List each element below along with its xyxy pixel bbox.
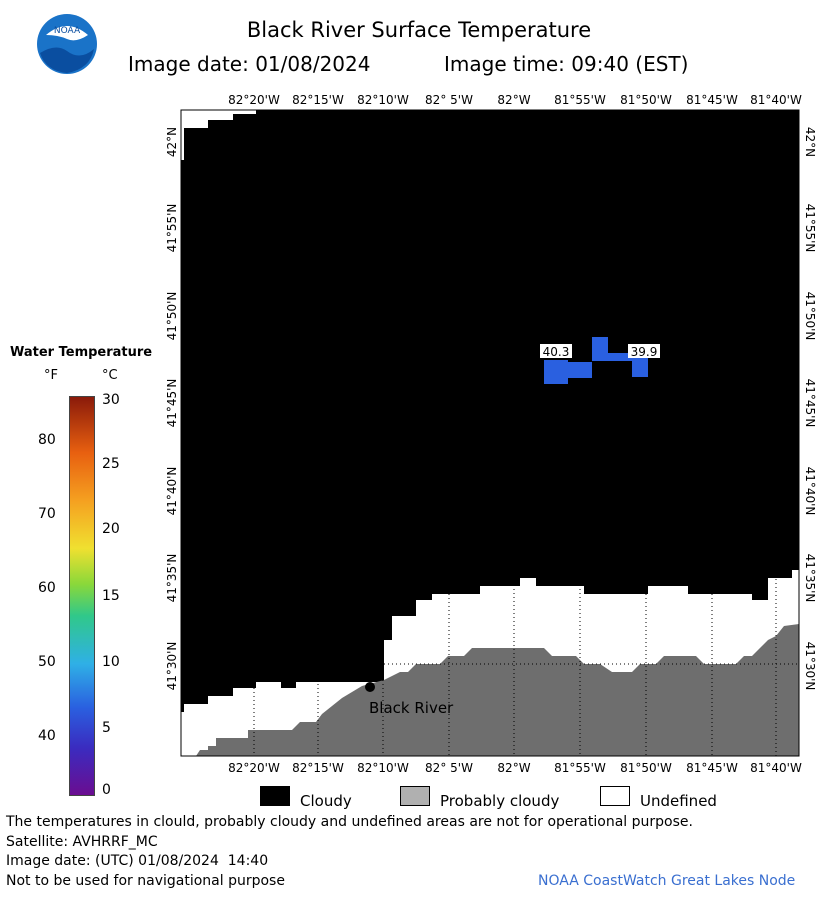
lon-label: 82°20'W	[228, 93, 280, 107]
navigation-warning: Not to be used for navigational purpose	[6, 873, 285, 889]
f-tick: 60	[38, 580, 56, 596]
image-date: Image date: 01/08/2024	[128, 52, 371, 76]
lat-label: 41°35'N	[165, 554, 179, 603]
image-time: Image time: 09:40 (EST)	[444, 52, 689, 76]
c-tick: 30	[102, 392, 120, 408]
c-tick: 20	[102, 521, 120, 537]
undefined-region-top	[181, 110, 256, 160]
satellite-info: Satellite: AVHRRF_MC	[6, 834, 158, 850]
water-pixel	[568, 362, 592, 378]
temperature-reading: 39.9	[631, 345, 658, 359]
lon-label: 82°15'W	[292, 761, 344, 775]
lat-labels-right: 42°N 41°55'N 41°50'N 41°45'N 41°40'N 41°…	[803, 127, 817, 691]
temperature-reading: 40.3	[543, 345, 570, 359]
c-tick: 5	[102, 720, 111, 736]
lat-label: 41°35'N	[803, 554, 817, 603]
f-tick: 80	[38, 432, 56, 448]
lon-label: 82°10'W	[357, 93, 409, 107]
logo-text: NOAA	[54, 26, 81, 36]
lon-label: 81°40'W	[750, 761, 802, 775]
f-tick: 50	[38, 654, 56, 670]
page-title: Black River Surface Temperature	[246, 18, 592, 42]
lat-label: 41°55'N	[165, 204, 179, 253]
utc-date: Image date: (UTC) 01/08/2024 14:40	[6, 853, 269, 869]
lat-label: 41°50'N	[803, 292, 817, 341]
cloudy-swatch	[260, 786, 290, 806]
lon-labels-top: 82°20'W 82°15'W 82°10'W 82° 5'W 82°W 81°…	[228, 93, 802, 107]
graticule	[253, 575, 799, 756]
water-pixel	[544, 360, 568, 384]
lat-label: 41°55'N	[803, 204, 817, 253]
lon-label: 81°45'W	[686, 93, 738, 107]
water-pixel	[632, 356, 648, 377]
lon-labels-bottom: 82°20'W 82°15'W 82°10'W 82° 5'W 82°W 81°…	[228, 761, 802, 775]
lat-label: 41°45'N	[803, 379, 817, 428]
lat-label: 41°40'N	[803, 467, 817, 516]
map-frame	[180, 109, 800, 757]
disclaimer: The temperatures in clould, probably clo…	[6, 814, 693, 830]
probably-cloudy-swatch	[400, 786, 430, 806]
probably-cloudy-label: Probably cloudy	[440, 792, 560, 810]
temperature-map: 40.3 39.9 Black River 82°20'W 82°15'W 82…	[165, 93, 817, 775]
lon-label: 82°W	[497, 93, 530, 107]
lat-labels-left: 42°N 41°55'N 41°50'N 41°45'N 41°40'N 41°…	[165, 127, 179, 691]
black-river-marker	[365, 682, 375, 692]
c-tick: 25	[102, 456, 120, 472]
f-tick: 40	[38, 728, 56, 744]
undefined-swatch	[600, 786, 630, 806]
lon-label: 81°50'W	[620, 93, 672, 107]
lon-label: 82° 5'W	[425, 761, 473, 775]
legend-title: Water Temperature	[10, 345, 153, 360]
noaa-logo: NOAA	[36, 13, 98, 75]
unit-celsius: °C	[102, 368, 118, 383]
undefined-label: Undefined	[640, 792, 717, 810]
c-tick: 10	[102, 654, 120, 670]
lon-label: 81°45'W	[686, 761, 738, 775]
lat-label: 42°N	[165, 127, 179, 157]
lon-label: 81°50'W	[620, 761, 672, 775]
lon-label: 82°15'W	[292, 93, 344, 107]
lon-label: 81°55'W	[554, 93, 606, 107]
lat-label: 42°N	[803, 127, 817, 157]
f-tick: 70	[38, 506, 56, 522]
water-pixels	[544, 337, 648, 384]
lat-label: 41°30'N	[165, 642, 179, 691]
credit-link[interactable]: NOAA CoastWatch Great Lakes Node	[538, 873, 796, 889]
place-label: Black River	[369, 699, 454, 717]
lon-label: 82°20'W	[228, 761, 280, 775]
probably-cloudy-region	[181, 624, 799, 756]
reading-box	[540, 344, 572, 358]
temperature-colorbar	[69, 396, 95, 796]
unit-fahrenheit: °F	[44, 368, 58, 383]
lon-label: 81°55'W	[554, 761, 606, 775]
c-tick: 15	[102, 588, 120, 604]
lon-label: 82°10'W	[357, 761, 409, 775]
c-tick: 0	[102, 782, 111, 798]
lat-label: 41°30'N	[803, 642, 817, 691]
cloudy-label: Cloudy	[300, 792, 352, 810]
reading-box	[628, 344, 660, 358]
water-pixel	[600, 353, 632, 361]
lon-label: 81°40'W	[750, 93, 802, 107]
lat-label: 41°45'N	[165, 379, 179, 428]
lat-label: 41°50'N	[165, 292, 179, 341]
lat-label: 41°40'N	[165, 467, 179, 516]
lon-label: 82° 5'W	[425, 93, 473, 107]
lon-label: 82°W	[497, 761, 530, 775]
